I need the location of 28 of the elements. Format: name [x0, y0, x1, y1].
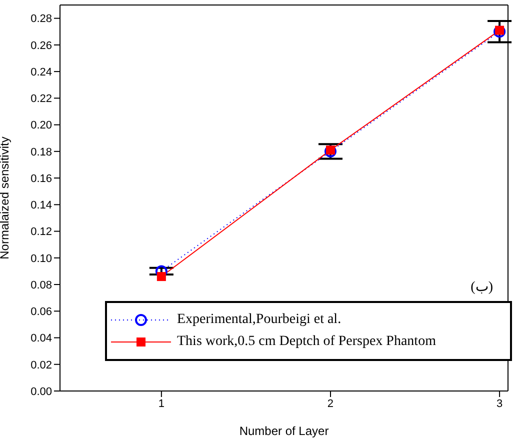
- legend-label: This work,0.5 cm Deptch of Perspex Phantom: [177, 334, 436, 350]
- y-tick-label: 0.20: [30, 120, 52, 132]
- y-tick-label: 0.16: [30, 172, 52, 185]
- y-axis-title: Normalaized sensitivity: [0, 136, 12, 260]
- legend-label: Experimental,Pourbeigi et al.: [177, 312, 342, 328]
- y-tick-label: 0.04: [30, 332, 52, 345]
- y-tick-label: 0.22: [30, 93, 52, 106]
- point: [495, 26, 504, 35]
- y-tick-label: 0.24: [30, 66, 52, 78]
- y-tick-label: 0.12: [30, 226, 52, 238]
- point: [326, 146, 335, 155]
- point: [156, 272, 166, 282]
- y-tick-label: 0.14: [30, 200, 52, 212]
- y-tick-label: 0.26: [30, 40, 52, 52]
- annotation: (ب): [470, 279, 493, 296]
- y-tick-label: 0.10: [30, 252, 52, 265]
- y-tick-label: 0.28: [30, 13, 52, 26]
- y-tick-label: 0.06: [30, 306, 52, 318]
- point: [494, 26, 506, 38]
- y-tick-label: 0.02: [30, 359, 52, 372]
- x-axis-title: Number of Layer: [239, 424, 329, 438]
- x-tick-label: 3: [496, 398, 503, 410]
- y-tick-label: 0.00: [30, 386, 52, 398]
- y-tick-label: 0.18: [30, 146, 52, 158]
- y-tick-label: 0.08: [30, 279, 52, 292]
- point: [324, 145, 336, 158]
- x-tick-label: 2: [327, 398, 334, 410]
- x-tick-label: 1: [158, 398, 164, 410]
